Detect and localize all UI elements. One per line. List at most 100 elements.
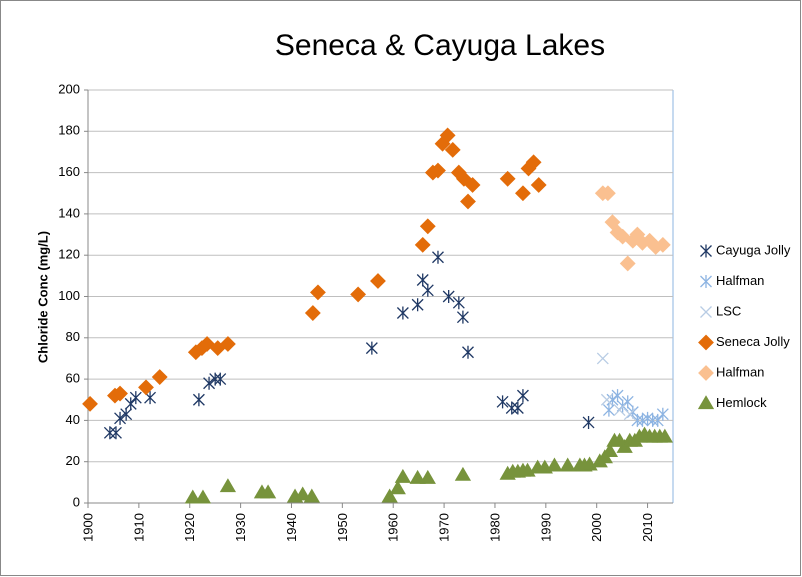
data-point bbox=[151, 369, 168, 385]
data-point bbox=[452, 296, 465, 310]
legend-marker bbox=[698, 365, 714, 381]
legend-label: Cayuga Jolly bbox=[716, 242, 791, 257]
y-tick-label: 40 bbox=[66, 412, 80, 427]
y-tick-label: 80 bbox=[66, 329, 80, 344]
data-point bbox=[419, 218, 436, 235]
x-tick-label: 2010 bbox=[640, 513, 655, 542]
data-point bbox=[559, 457, 576, 472]
data-point bbox=[411, 298, 424, 312]
y-tick-label: 200 bbox=[58, 81, 80, 96]
data-point bbox=[606, 393, 619, 407]
data-point bbox=[623, 408, 636, 421]
data-point bbox=[199, 336, 215, 352]
data-point bbox=[124, 397, 137, 411]
data-point bbox=[129, 391, 142, 405]
chart-title: Seneca & Cayuga Lakes bbox=[275, 29, 605, 62]
data-point bbox=[505, 401, 518, 415]
x-tick-label: 1930 bbox=[233, 513, 248, 542]
data-point bbox=[499, 170, 516, 187]
data-point bbox=[530, 177, 547, 193]
data-point bbox=[456, 310, 469, 324]
data-point bbox=[419, 469, 436, 484]
data-point bbox=[138, 379, 154, 396]
data-point bbox=[651, 413, 664, 427]
data-point bbox=[601, 443, 619, 458]
x-tick-label: 1900 bbox=[80, 513, 95, 542]
legend-label: Halfman bbox=[716, 273, 764, 288]
data-point bbox=[599, 185, 616, 202]
data-point bbox=[114, 411, 127, 425]
data-point bbox=[192, 393, 205, 407]
data-point bbox=[611, 389, 624, 403]
data-point bbox=[421, 283, 434, 297]
x-tick-label: 1990 bbox=[538, 513, 553, 542]
x-tick-label: 1950 bbox=[335, 513, 350, 542]
data-point bbox=[304, 305, 321, 321]
data-point bbox=[310, 284, 326, 301]
data-point bbox=[511, 401, 524, 415]
data-point bbox=[613, 404, 626, 417]
x-tick-label: 1980 bbox=[487, 513, 502, 542]
data-point bbox=[259, 484, 277, 499]
data-point bbox=[432, 250, 444, 264]
data-point bbox=[414, 236, 431, 253]
y-tick-label: 0 bbox=[73, 494, 80, 509]
data-point bbox=[656, 407, 669, 421]
data-point bbox=[464, 177, 481, 193]
data-point bbox=[619, 255, 636, 272]
data-point bbox=[444, 141, 461, 158]
data-point bbox=[515, 185, 531, 202]
y-tick-label: 120 bbox=[58, 247, 80, 262]
legend-marker bbox=[698, 334, 714, 351]
legend-label: Hemlock bbox=[716, 395, 767, 410]
x-tick-label: 1920 bbox=[182, 513, 197, 542]
data-point bbox=[381, 488, 398, 503]
data-point bbox=[430, 162, 446, 179]
data-point bbox=[394, 468, 412, 483]
data-point bbox=[112, 385, 128, 402]
data-point bbox=[525, 154, 542, 171]
y-tick-label: 160 bbox=[58, 164, 80, 179]
data-point bbox=[214, 372, 227, 386]
data-point bbox=[600, 393, 613, 406]
data-point bbox=[219, 478, 237, 493]
data-point bbox=[184, 489, 201, 504]
y-axis-label: Chloride Conc (mg/L) bbox=[35, 231, 50, 363]
data-point bbox=[110, 426, 122, 440]
data-point bbox=[294, 486, 311, 501]
data-point bbox=[442, 290, 455, 303]
legend-label: LSC bbox=[716, 303, 741, 318]
data-point bbox=[454, 466, 472, 481]
data-point bbox=[439, 127, 456, 144]
data-point bbox=[365, 341, 378, 355]
data-point bbox=[409, 469, 426, 484]
data-point bbox=[654, 236, 671, 253]
data-point bbox=[370, 273, 386, 289]
data-point bbox=[596, 352, 609, 365]
data-point bbox=[604, 214, 621, 231]
data-point bbox=[516, 389, 529, 403]
y-tick-label: 140 bbox=[58, 205, 80, 220]
data-point bbox=[582, 415, 595, 429]
y-tick-label: 100 bbox=[58, 288, 80, 303]
data-point bbox=[389, 480, 406, 495]
y-tick-label: 20 bbox=[66, 453, 80, 468]
x-tick-label: 1960 bbox=[386, 513, 401, 542]
data-point bbox=[396, 306, 409, 320]
data-point bbox=[219, 336, 236, 352]
data-point bbox=[203, 376, 216, 390]
data-point bbox=[656, 428, 673, 443]
data-point bbox=[303, 488, 320, 503]
legend-marker bbox=[700, 275, 712, 288]
data-point bbox=[496, 395, 509, 409]
data-point bbox=[194, 489, 212, 504]
data-point bbox=[120, 407, 133, 421]
data-point bbox=[460, 193, 476, 210]
legend-label: Halfman bbox=[716, 364, 764, 379]
data-point bbox=[103, 426, 116, 440]
x-tick-label: 1940 bbox=[284, 513, 299, 542]
data-point bbox=[350, 286, 367, 303]
x-tick-label: 1910 bbox=[131, 513, 146, 542]
y-tick-label: 180 bbox=[58, 123, 80, 138]
